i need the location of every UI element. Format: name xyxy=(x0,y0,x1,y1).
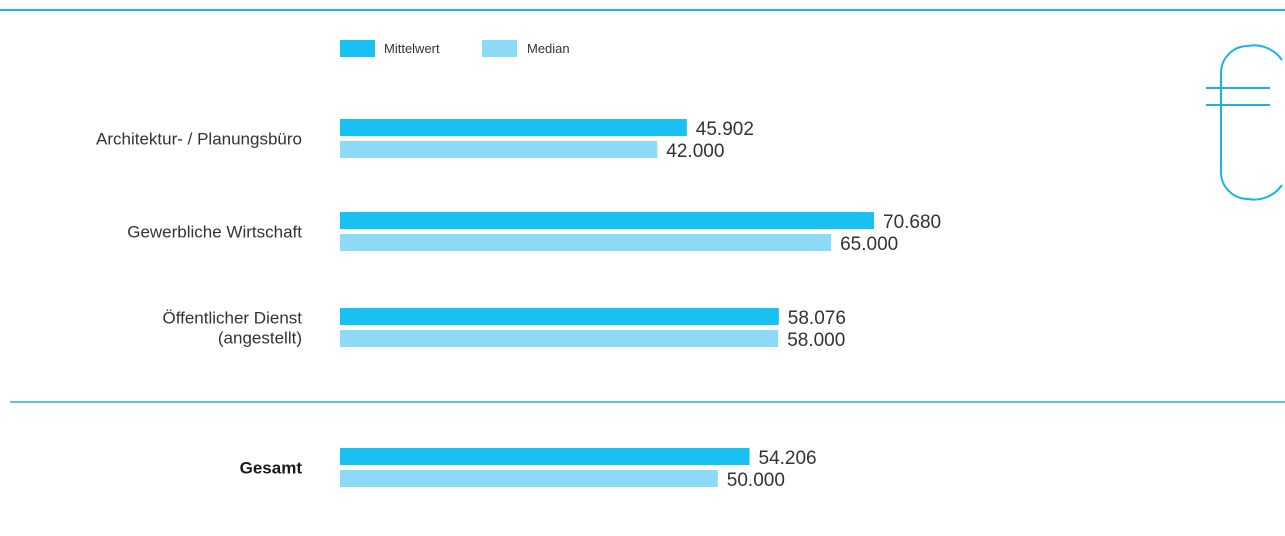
category-label-öffentlicher-dienst-angestellt-line-2: (angestellt) xyxy=(218,329,302,348)
value-label-architektur-planungsbüro-mittelwert: 45.902 xyxy=(696,119,754,140)
bar-gesamt-median xyxy=(340,470,718,487)
bar-öffentlicher-dienst-angestellt-mittelwert xyxy=(340,308,779,325)
euro-icon xyxy=(1206,44,1283,201)
category-label-gewerbliche-wirtschaft: Gewerbliche Wirtschaft xyxy=(127,223,302,242)
bar-gewerbliche-wirtschaft-mittelwert xyxy=(340,212,874,229)
category-label-öffentlicher-dienst-angestellt-line-1: Öffentlicher Dienst xyxy=(162,309,302,328)
legend-swatch-median xyxy=(482,40,517,57)
value-label-öffentlicher-dienst-angestellt-median: 58.000 xyxy=(787,330,845,351)
value-label-gesamt-median: 50.000 xyxy=(727,470,785,491)
category-label-architektur-planungsbüro: Architektur- / Planungsbüro xyxy=(96,130,302,149)
legend-swatch-mittelwert xyxy=(340,40,375,57)
legend-label-median: Median xyxy=(527,41,570,56)
value-label-architektur-planungsbüro-median: 42.000 xyxy=(666,141,724,162)
bar-gewerbliche-wirtschaft-median xyxy=(340,234,832,251)
category-label-gesamt: Gesamt xyxy=(240,459,303,478)
value-label-öffentlicher-dienst-angestellt-mittelwert: 58.076 xyxy=(788,308,846,329)
bar-öffentlicher-dienst-angestellt-median xyxy=(340,330,779,347)
value-label-gesamt-mittelwert: 54.206 xyxy=(759,448,817,469)
bar-architektur-planungsbüro-mittelwert xyxy=(340,119,687,136)
legend: Mittelwert Median xyxy=(340,40,570,57)
legend-label-mittelwert: Mittelwert xyxy=(384,41,440,56)
value-label-gewerbliche-wirtschaft-median: 65.000 xyxy=(840,234,898,255)
value-label-gewerbliche-wirtschaft-mittelwert: 70.680 xyxy=(883,212,941,233)
bar-architektur-planungsbüro-median xyxy=(340,141,658,158)
bar-gesamt-mittelwert xyxy=(340,448,750,465)
